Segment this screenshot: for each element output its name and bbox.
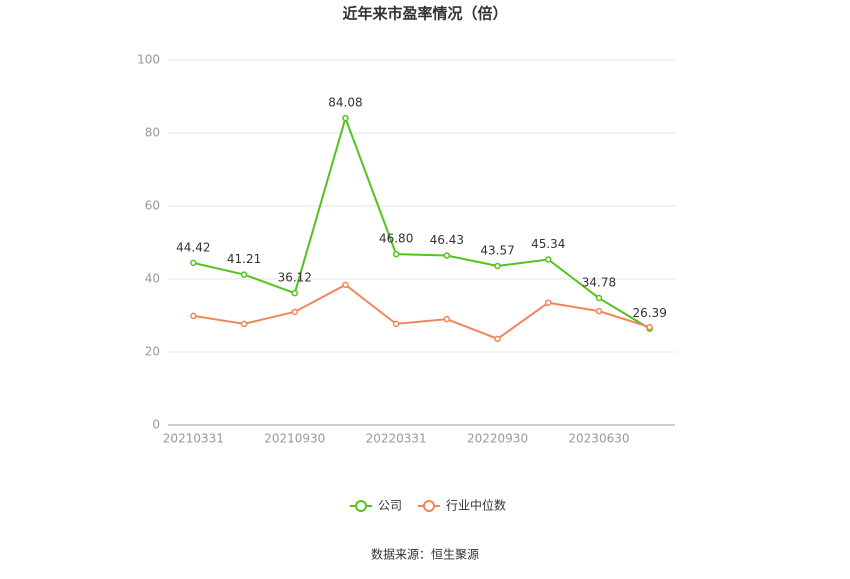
point: [240, 271, 248, 278]
series-line: [193, 114, 651, 330]
point: [392, 320, 400, 328]
point: [545, 299, 552, 306]
y-tick-label: 100: [137, 53, 160, 67]
x-tick-label: 20220331: [366, 432, 427, 446]
y-tick-label: 80: [145, 126, 160, 140]
point: [646, 323, 653, 331]
chart-title: 近年来市盈率情况（倍）: [342, 5, 507, 23]
point: [595, 307, 603, 315]
data-label: 84.08: [328, 96, 362, 110]
point: [291, 308, 298, 316]
legend-label: 行业中位数: [446, 498, 506, 513]
legend-marker: [423, 500, 435, 512]
point: [392, 250, 400, 258]
data-label: 44.42: [176, 240, 210, 254]
data-label: 45.34: [531, 237, 565, 251]
point: [494, 262, 501, 270]
data-label: 34.78: [582, 276, 616, 290]
point: [443, 315, 451, 323]
x-tick-label: 20210331: [163, 432, 224, 446]
data-label: 43.57: [480, 243, 514, 257]
point: [342, 114, 349, 122]
x-tick-label: 20220930: [467, 432, 528, 446]
point: [545, 256, 552, 263]
y-tick-label: 40: [145, 272, 160, 286]
point: [240, 320, 248, 328]
point: [291, 289, 298, 297]
point: [190, 312, 197, 320]
data-label: 26.39: [632, 306, 666, 320]
data-label: 41.21: [227, 252, 261, 266]
y-tick-label: 0: [152, 418, 160, 432]
y-tick-label: 60: [145, 199, 160, 213]
data-label: 36.12: [278, 271, 312, 285]
series-line: [193, 283, 650, 340]
data-label: 46.80: [379, 232, 413, 246]
source: 数据来源：恒生聚源: [371, 547, 479, 562]
point: [190, 259, 197, 267]
data-label: 46.43: [430, 233, 464, 247]
point: [595, 294, 603, 302]
legend-label: 公司: [378, 499, 402, 513]
point: [342, 281, 349, 289]
x-tick-label: 20230630: [568, 432, 629, 446]
y-tick-label: 20: [145, 345, 160, 359]
x-tick-label: 20210930: [264, 432, 325, 446]
point: [443, 252, 451, 259]
legend-marker: [355, 500, 367, 512]
point: [494, 335, 501, 343]
